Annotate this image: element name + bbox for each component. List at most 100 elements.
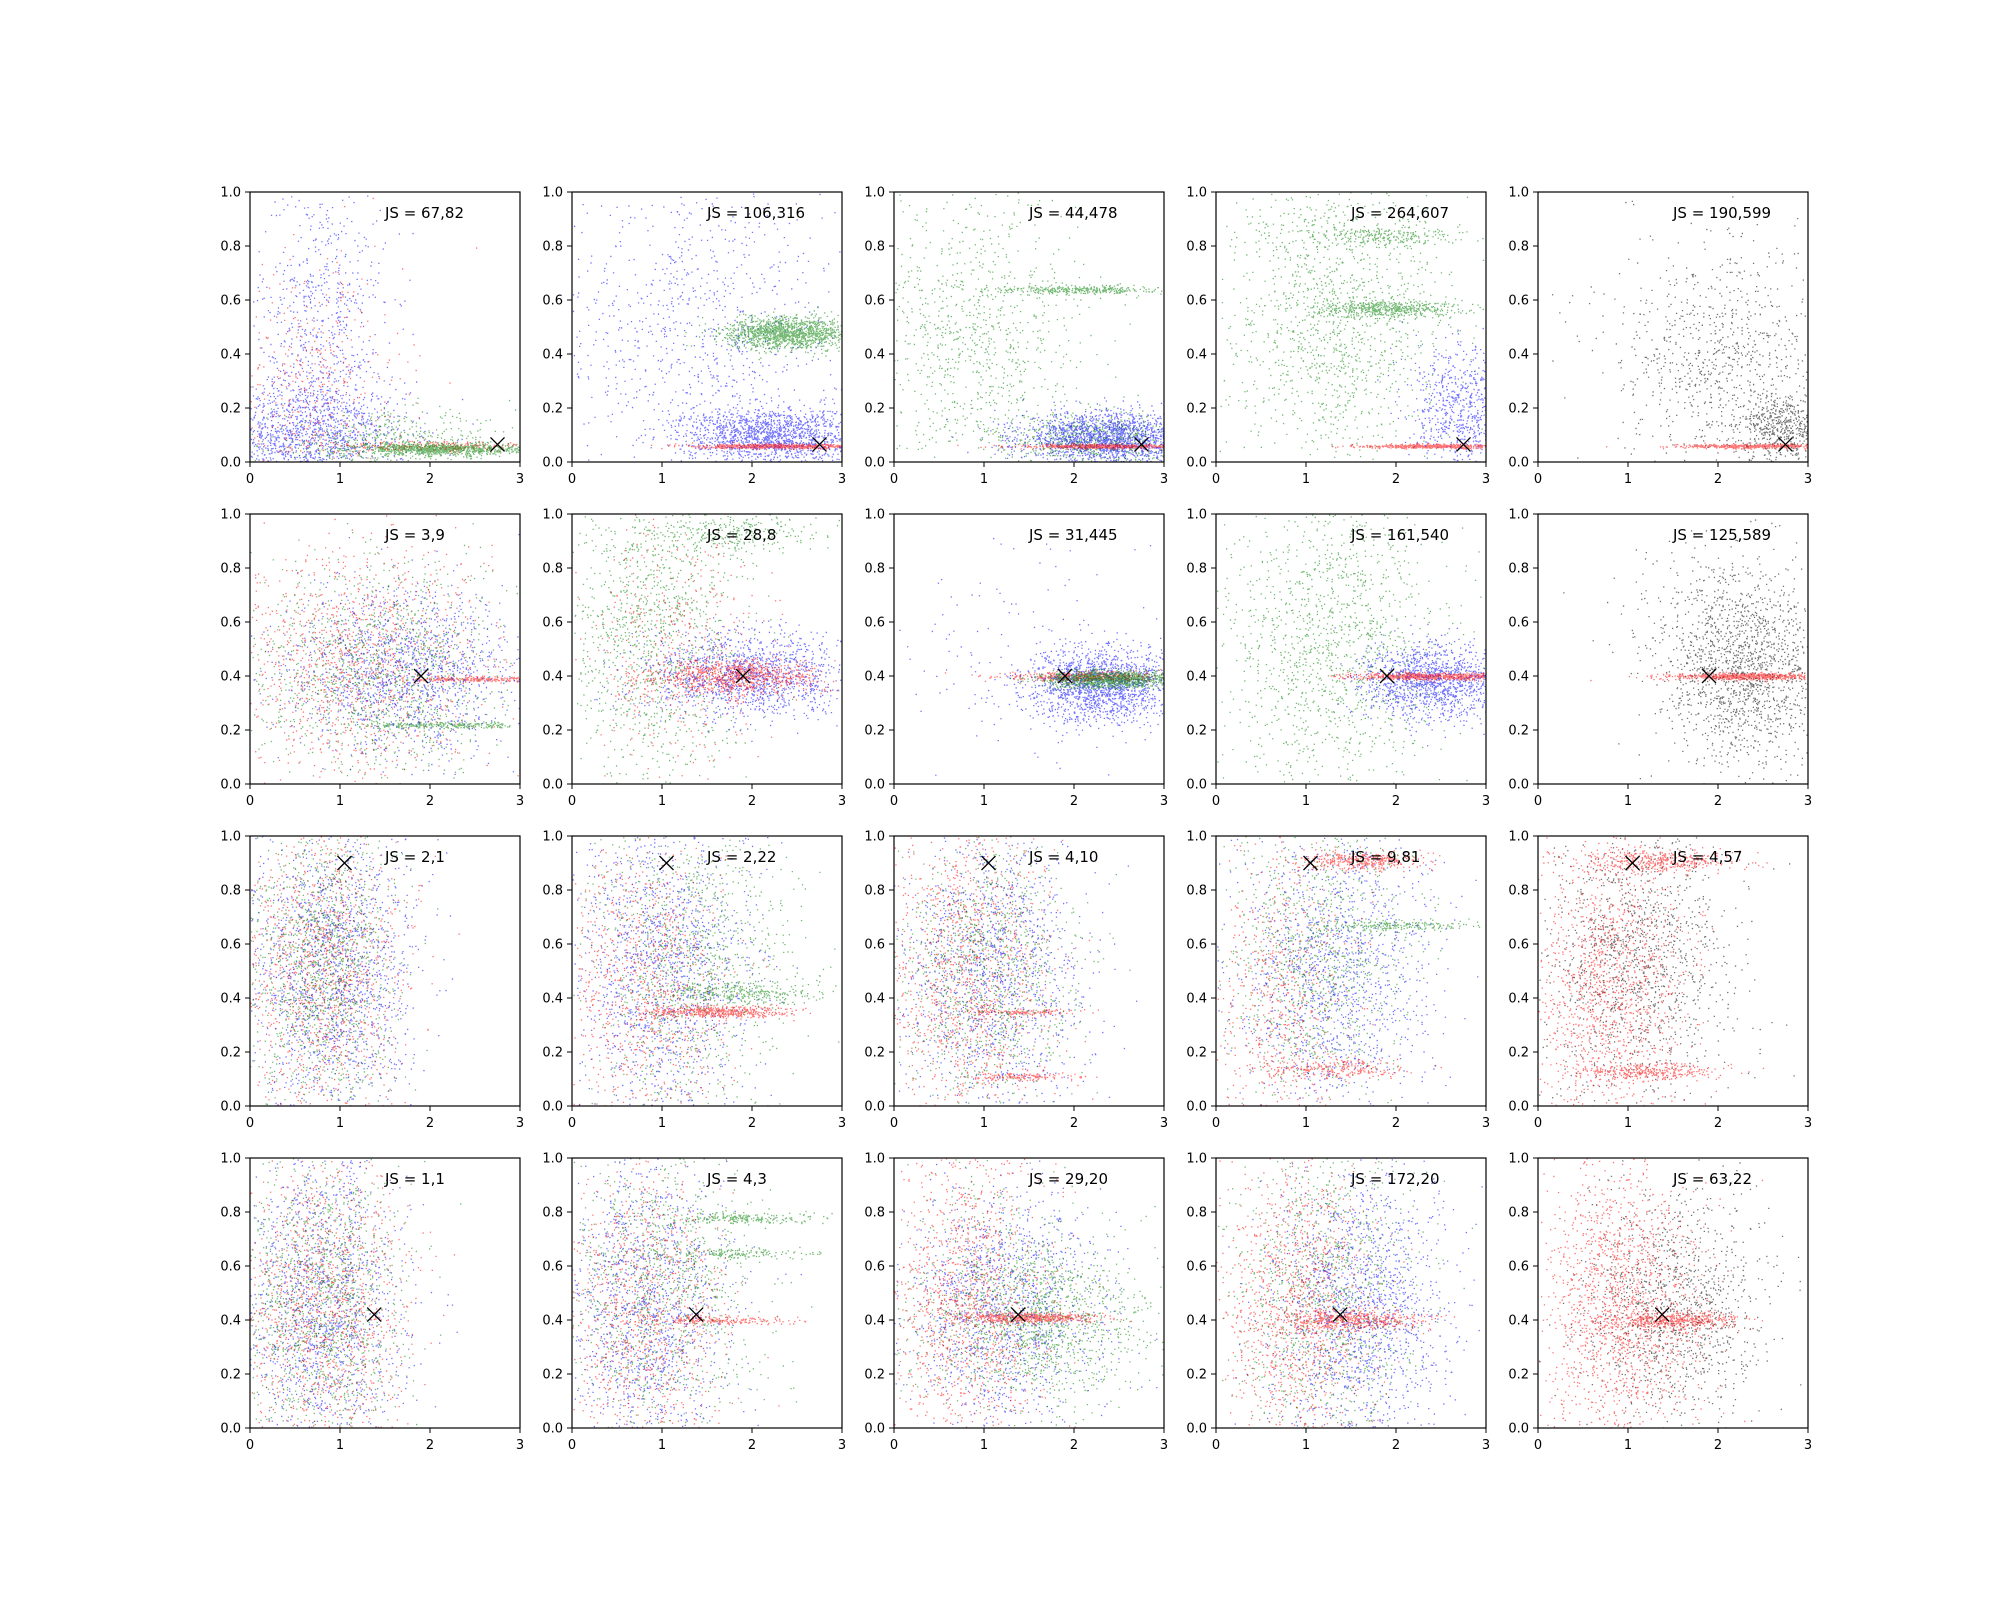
x-tick-label: 2 bbox=[1392, 1116, 1400, 1131]
y-tick-label: 0.6 bbox=[1186, 938, 1207, 953]
y-tick-label: 0.2 bbox=[220, 1046, 241, 1061]
y-tick-label: 1.0 bbox=[220, 830, 241, 845]
y-tick-label: 0.0 bbox=[1186, 1100, 1207, 1115]
y-tick-label: 1.0 bbox=[220, 1152, 241, 1167]
y-tick-label: 0.6 bbox=[864, 938, 885, 953]
x-tick-label: 2 bbox=[1714, 472, 1722, 487]
y-tick-label: 0.0 bbox=[1186, 456, 1207, 471]
x-tick-label: 0 bbox=[1212, 794, 1220, 809]
y-tick-label: 0.2 bbox=[542, 724, 563, 739]
x-tick-label: 2 bbox=[426, 472, 434, 487]
x-tick-label: 2 bbox=[748, 1116, 756, 1131]
x-tick-label: 2 bbox=[1070, 472, 1078, 487]
x-tick-label: 0 bbox=[246, 794, 254, 809]
js-annotation: JS = 29,20 bbox=[1028, 1170, 1108, 1188]
x-tick-label: 1 bbox=[1624, 472, 1632, 487]
js-annotation: JS = 106,316 bbox=[706, 204, 805, 222]
x-tick-label: 2 bbox=[426, 1438, 434, 1453]
y-tick-label: 0.8 bbox=[542, 562, 563, 577]
x-tick-label: 3 bbox=[838, 794, 846, 809]
y-tick-label: 0.8 bbox=[864, 562, 885, 577]
x-tick-label: 3 bbox=[1482, 1438, 1490, 1453]
x-tick-label: 3 bbox=[1804, 794, 1812, 809]
y-tick-label: 0.8 bbox=[220, 884, 241, 899]
x-tick-label: 1 bbox=[336, 1116, 344, 1131]
y-tick-label: 0.6 bbox=[542, 294, 563, 309]
x-tick-label: 2 bbox=[1070, 794, 1078, 809]
js-annotation: JS = 9,81 bbox=[1350, 848, 1420, 866]
y-tick-label: 0.8 bbox=[1186, 562, 1207, 577]
y-tick-label: 0.2 bbox=[1508, 1368, 1529, 1383]
y-tick-label: 0.4 bbox=[1508, 1314, 1529, 1329]
x-tick-label: 0 bbox=[1212, 472, 1220, 487]
y-tick-label: 0.6 bbox=[1508, 1260, 1529, 1275]
x-tick-label: 3 bbox=[1804, 1116, 1812, 1131]
y-tick-label: 0.6 bbox=[542, 1260, 563, 1275]
x-tick-label: 1 bbox=[658, 1116, 666, 1131]
y-tick-label: 0.2 bbox=[1508, 724, 1529, 739]
y-tick-label: 0.8 bbox=[1186, 1206, 1207, 1221]
js-annotation: JS = 4,3 bbox=[706, 1170, 767, 1188]
y-tick-label: 0.2 bbox=[220, 724, 241, 739]
js-annotation: JS = 190,599 bbox=[1672, 204, 1771, 222]
y-tick-label: 0.2 bbox=[542, 1368, 563, 1383]
x-tick-label: 0 bbox=[1212, 1438, 1220, 1453]
y-tick-label: 1.0 bbox=[1186, 186, 1207, 201]
x-tick-label: 3 bbox=[1482, 472, 1490, 487]
y-tick-label: 0.6 bbox=[542, 938, 563, 953]
y-tick-label: 0.2 bbox=[864, 1368, 885, 1383]
y-tick-label: 0.8 bbox=[220, 240, 241, 255]
y-tick-label: 0.0 bbox=[220, 456, 241, 471]
y-tick-label: 1.0 bbox=[864, 1152, 885, 1167]
y-tick-label: 0.6 bbox=[1508, 938, 1529, 953]
x-tick-label: 3 bbox=[1804, 472, 1812, 487]
y-tick-label: 1.0 bbox=[220, 186, 241, 201]
x-tick-label: 1 bbox=[1302, 1438, 1310, 1453]
x-tick-label: 2 bbox=[1392, 472, 1400, 487]
y-tick-label: 0.8 bbox=[1186, 240, 1207, 255]
x-tick-label: 0 bbox=[568, 794, 576, 809]
y-tick-label: 0.8 bbox=[542, 884, 563, 899]
y-tick-label: 0.6 bbox=[864, 616, 885, 631]
x-tick-label: 1 bbox=[336, 794, 344, 809]
x-tick-label: 1 bbox=[1624, 1116, 1632, 1131]
x-tick-label: 2 bbox=[1714, 1438, 1722, 1453]
x-tick-label: 2 bbox=[1070, 1438, 1078, 1453]
x-tick-label: 1 bbox=[1302, 472, 1310, 487]
x-tick-label: 1 bbox=[1624, 794, 1632, 809]
y-tick-label: 0.0 bbox=[1508, 778, 1529, 793]
y-tick-label: 1.0 bbox=[1186, 1152, 1207, 1167]
y-tick-label: 0.6 bbox=[220, 616, 241, 631]
y-tick-label: 0.8 bbox=[542, 240, 563, 255]
y-tick-label: 0.2 bbox=[1186, 1368, 1207, 1383]
y-tick-label: 0.4 bbox=[1508, 348, 1529, 363]
y-tick-label: 1.0 bbox=[1508, 508, 1529, 523]
y-tick-label: 0.0 bbox=[864, 778, 885, 793]
y-tick-label: 0.4 bbox=[542, 670, 563, 685]
x-tick-label: 3 bbox=[1160, 794, 1168, 809]
y-tick-label: 1.0 bbox=[542, 508, 563, 523]
x-tick-label: 0 bbox=[1534, 1116, 1542, 1131]
y-tick-label: 1.0 bbox=[864, 830, 885, 845]
y-tick-label: 1.0 bbox=[542, 1152, 563, 1167]
y-tick-label: 0.0 bbox=[864, 456, 885, 471]
x-tick-label: 2 bbox=[748, 1438, 756, 1453]
y-tick-label: 0.4 bbox=[864, 1314, 885, 1329]
y-tick-label: 0.4 bbox=[1186, 992, 1207, 1007]
x-tick-label: 2 bbox=[748, 794, 756, 809]
y-tick-label: 0.8 bbox=[542, 1206, 563, 1221]
x-tick-label: 3 bbox=[1160, 472, 1168, 487]
y-tick-label: 0.0 bbox=[220, 1100, 241, 1115]
y-tick-label: 0.4 bbox=[1186, 1314, 1207, 1329]
y-tick-label: 0.2 bbox=[220, 1368, 241, 1383]
x-tick-label: 2 bbox=[426, 1116, 434, 1131]
x-tick-label: 0 bbox=[890, 1116, 898, 1131]
y-tick-label: 1.0 bbox=[864, 186, 885, 201]
js-annotation: JS = 264,607 bbox=[1350, 204, 1449, 222]
x-tick-label: 2 bbox=[1070, 1116, 1078, 1131]
y-tick-label: 0.4 bbox=[542, 348, 563, 363]
x-tick-label: 3 bbox=[838, 472, 846, 487]
y-tick-label: 0.2 bbox=[864, 402, 885, 417]
y-tick-label: 0.2 bbox=[542, 1046, 563, 1061]
